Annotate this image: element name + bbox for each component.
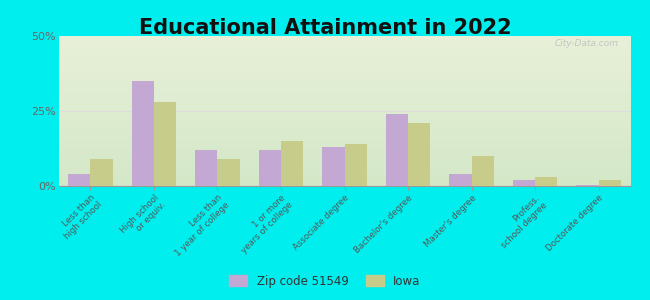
- Bar: [535, 177, 558, 186]
- Bar: [472, 156, 494, 186]
- Bar: [513, 180, 535, 186]
- Bar: [386, 114, 408, 186]
- Bar: [195, 150, 217, 186]
- Bar: [154, 102, 176, 186]
- Text: Educational Attainment in 2022: Educational Attainment in 2022: [138, 18, 512, 38]
- Bar: [217, 159, 240, 186]
- Bar: [90, 159, 112, 186]
- Bar: [131, 81, 154, 186]
- Text: City-Data.com: City-Data.com: [555, 39, 619, 48]
- Bar: [259, 150, 281, 186]
- Bar: [449, 174, 472, 186]
- Bar: [322, 147, 344, 186]
- Bar: [577, 184, 599, 186]
- Bar: [599, 180, 621, 186]
- Bar: [344, 144, 367, 186]
- Bar: [68, 174, 90, 186]
- Bar: [408, 123, 430, 186]
- Legend: Zip code 51549, Iowa: Zip code 51549, Iowa: [226, 271, 424, 291]
- Bar: [281, 141, 303, 186]
